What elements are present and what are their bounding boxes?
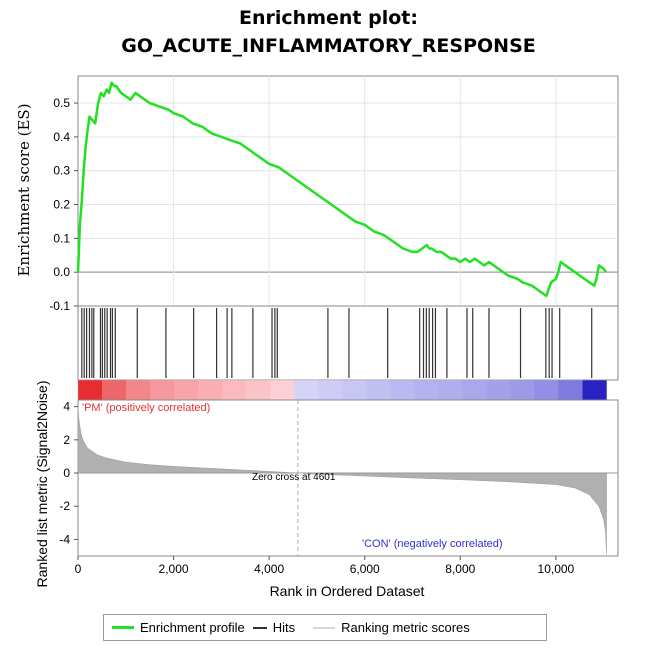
metric-tick-label: 4 — [63, 400, 70, 414]
x-axis-label: Rank in Ordered Dataset — [270, 583, 425, 599]
colorbar-segment — [198, 380, 223, 400]
legend: Enrichment profile Hits Ranking metric s… — [103, 614, 547, 641]
page-title: Enrichment plot: GO_ACUTE_INFLAMMATORY_R… — [0, 4, 657, 60]
x-tick-label: 0 — [75, 562, 82, 576]
colorbar-segment — [78, 380, 103, 400]
colorbar-segment — [222, 380, 247, 400]
positive-correlation-label: 'PM' (positively correlated) — [82, 402, 210, 414]
colorbar-segment — [342, 380, 367, 400]
colorbar-segment — [174, 380, 199, 400]
colorbar-segment — [534, 380, 559, 400]
metric-tick-label: 2 — [63, 433, 70, 447]
colorbar-segment — [246, 380, 271, 400]
legend-item-hits: Hits — [252, 620, 296, 635]
colorbar-segment — [366, 380, 391, 400]
x-tick-label: 2,000 — [159, 562, 189, 576]
legend-item-metric: Ranking metric scores — [313, 620, 470, 635]
es-tick-label: -0.1 — [49, 299, 70, 313]
enrichment-profile-line — [76, 81, 608, 298]
legend-swatch-metric — [313, 626, 336, 629]
zero-cross-label: Zero cross at 4601 — [252, 472, 336, 483]
colorbar-segment — [582, 380, 608, 400]
x-tick-label: 4,000 — [254, 562, 284, 576]
colorbar-segment — [414, 380, 439, 400]
title-line-1: Enrichment plot: — [239, 7, 418, 29]
es-tick-label: 0.4 — [53, 130, 70, 144]
hits-panel — [77, 305, 619, 381]
colorbar-segment — [150, 380, 175, 400]
metric-panel: -4 -2 0 2 4 0 2,000 4,000 6,000 8,000 10,000 — [59, 399, 619, 576]
title-line-2: GO_ACUTE_INFLAMMATORY_RESPONSE — [121, 35, 536, 57]
colorbar-segment — [102, 380, 127, 400]
es-panel: -0.1 0.0 0.1 0.2 0.3 0.4 0.5 — [49, 75, 619, 313]
metric-tick-label: -4 — [59, 532, 70, 546]
colorbar-segment — [126, 380, 151, 400]
es-tick-label: 0.2 — [53, 198, 70, 212]
es-tick-label: 0.1 — [53, 231, 70, 245]
legend-label-metric: Ranking metric scores — [341, 620, 470, 635]
legend-swatch-profile — [112, 626, 134, 629]
colorbar-segment — [270, 380, 295, 400]
negative-correlation-label: 'CON' (negatively correlated) — [362, 538, 503, 550]
es-tick-label: 0.3 — [53, 164, 70, 178]
es-tick-label: 0.5 — [53, 96, 70, 110]
es-tick-label: 0.0 — [53, 265, 70, 279]
x-tick-label: 10,000 — [538, 562, 575, 576]
metric-tick-label: 0 — [63, 466, 70, 480]
colorbar-segment — [390, 380, 415, 400]
ranking-metric-area — [77, 406, 607, 555]
es-plot-area — [77, 75, 619, 307]
colorbar-segment — [486, 380, 511, 400]
metric-tick-label: -2 — [59, 499, 70, 513]
rank-colorbar — [77, 379, 608, 401]
colorbar-segment — [558, 380, 584, 400]
hits-plot-area — [77, 305, 619, 381]
colorbar-segment — [294, 380, 319, 400]
metric-axis-label: Ranked list metric (Signal2Noise) — [34, 381, 50, 588]
legend-label-profile: Enrichment profile — [140, 620, 245, 635]
legend-label-hits: Hits — [272, 620, 296, 635]
legend-swatch-hits — [252, 626, 267, 629]
x-tick-label: 8,000 — [445, 562, 475, 576]
x-tick-label: 6,000 — [350, 562, 380, 576]
colorbar-segment — [510, 380, 535, 400]
legend-item-profile: Enrichment profile — [112, 620, 245, 635]
colorbar-segment — [318, 380, 343, 400]
colorbar-segment — [438, 380, 463, 400]
colorbar-segment — [462, 380, 487, 400]
es-axis-label: Enrichment score (ES) — [15, 103, 33, 276]
